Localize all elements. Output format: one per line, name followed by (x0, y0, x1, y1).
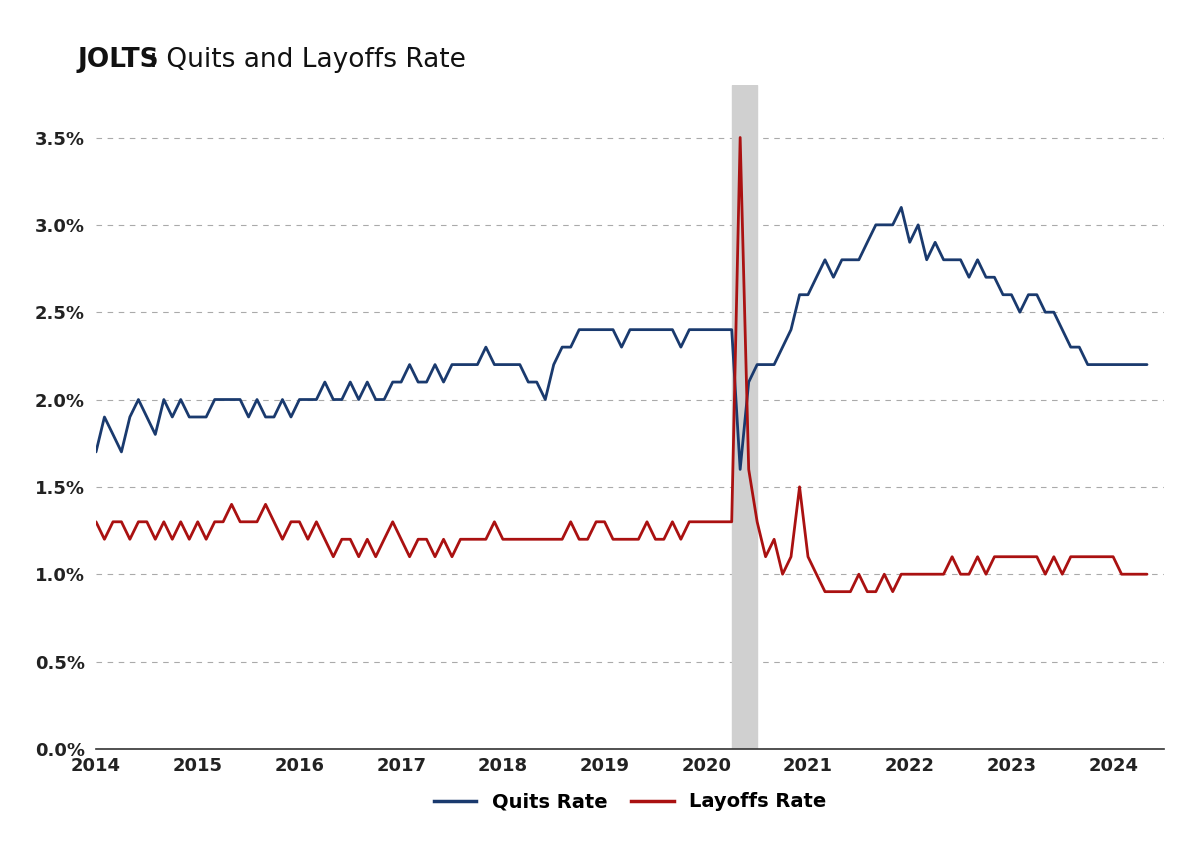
Legend: Quits Rate, Layoffs Rate: Quits Rate, Layoffs Rate (426, 785, 834, 819)
Text: : Quits and Layoffs Rate: : Quits and Layoffs Rate (149, 47, 466, 73)
Bar (732, 85, 757, 749)
Text: JOLTS: JOLTS (78, 47, 160, 73)
